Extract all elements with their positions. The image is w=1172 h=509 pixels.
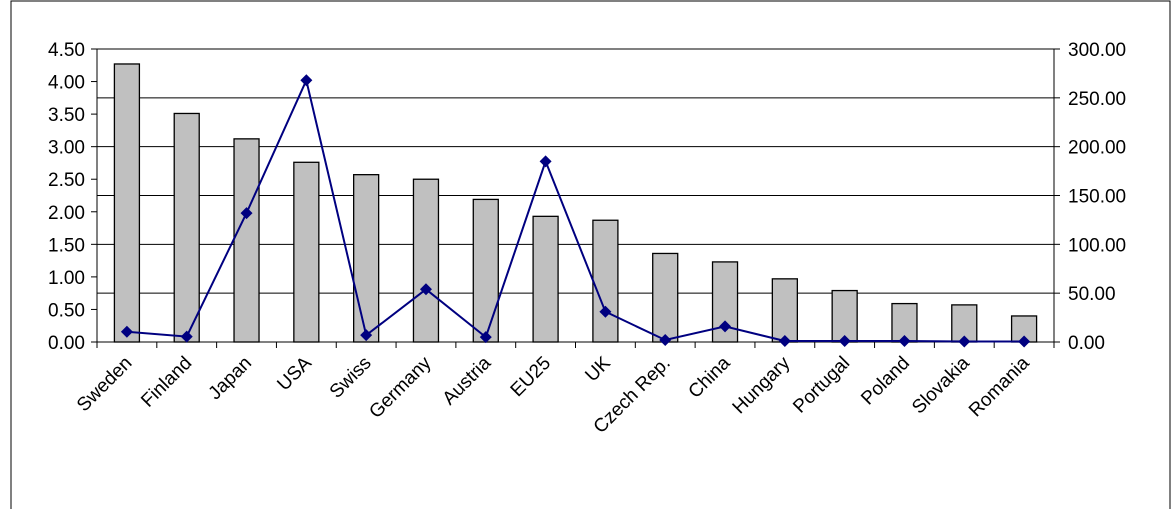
bar-sweden xyxy=(113,63,141,343)
bar-eu25 xyxy=(532,215,559,343)
left-tick-label: 3.50 xyxy=(48,105,85,126)
right-tick-label: 250.00 xyxy=(1068,89,1126,110)
marker-japan xyxy=(240,207,253,220)
marker-hungary xyxy=(778,335,791,348)
left-tick-label: 2.00 xyxy=(48,203,85,224)
left-tick-label: 0.50 xyxy=(48,300,85,321)
right-tick-label: 200.00 xyxy=(1068,138,1126,159)
bar-austria xyxy=(472,198,499,343)
bar-finland xyxy=(173,112,200,343)
left-axis-ticks: 0.00 0.50 1.00 1.50 2.00 2.50 3.00 3.50 4.00 4.50 xyxy=(48,40,97,354)
marker-usa xyxy=(300,74,313,87)
series-line xyxy=(126,77,1025,343)
left-tick-label: 4.00 xyxy=(48,73,85,94)
left-tick-label: 2.50 xyxy=(48,170,85,191)
chart-frame xyxy=(10,0,1171,509)
bar-portugal xyxy=(831,289,858,343)
right-tick-label: 300.00 xyxy=(1068,40,1126,61)
marker-poland xyxy=(898,335,911,348)
bar-czech-rep- xyxy=(652,252,679,343)
bar-usa xyxy=(293,161,320,343)
bar-japan xyxy=(233,138,260,343)
marker-austria xyxy=(479,331,492,344)
marker-swiss xyxy=(360,329,373,342)
left-tick-label: 3.00 xyxy=(48,138,85,159)
line-series xyxy=(120,74,1031,348)
marker-romania xyxy=(1018,335,1031,348)
marker-czech-rep- xyxy=(659,334,672,347)
marker-sweden xyxy=(120,325,133,338)
bar-germany xyxy=(412,178,440,343)
bar-swiss xyxy=(353,174,380,343)
bar-hungary xyxy=(771,278,798,343)
left-tick-label: 0.00 xyxy=(48,333,85,354)
left-tick-label: 1.00 xyxy=(48,268,85,289)
left-tick-label: 1.50 xyxy=(48,235,85,256)
right-tick-label: 150.00 xyxy=(1068,187,1126,208)
right-axis-ticks: 0.00 50.00 100.00 150.00 200.00 250.00 300.00 xyxy=(1054,40,1126,354)
marker-uk xyxy=(599,305,612,318)
marker-germany xyxy=(419,283,432,296)
bar-uk xyxy=(592,219,619,343)
marker-portugal xyxy=(838,335,851,348)
marker-slovakia xyxy=(958,335,971,348)
marker-finland xyxy=(180,330,193,343)
right-tick-label: 50.00 xyxy=(1068,284,1116,305)
marker-china xyxy=(719,320,732,333)
right-tick-label: 0.00 xyxy=(1068,333,1105,354)
right-tick-label: 100.00 xyxy=(1068,235,1126,256)
left-tick-label: 4.50 xyxy=(48,40,85,61)
marker-eu25 xyxy=(539,155,552,168)
